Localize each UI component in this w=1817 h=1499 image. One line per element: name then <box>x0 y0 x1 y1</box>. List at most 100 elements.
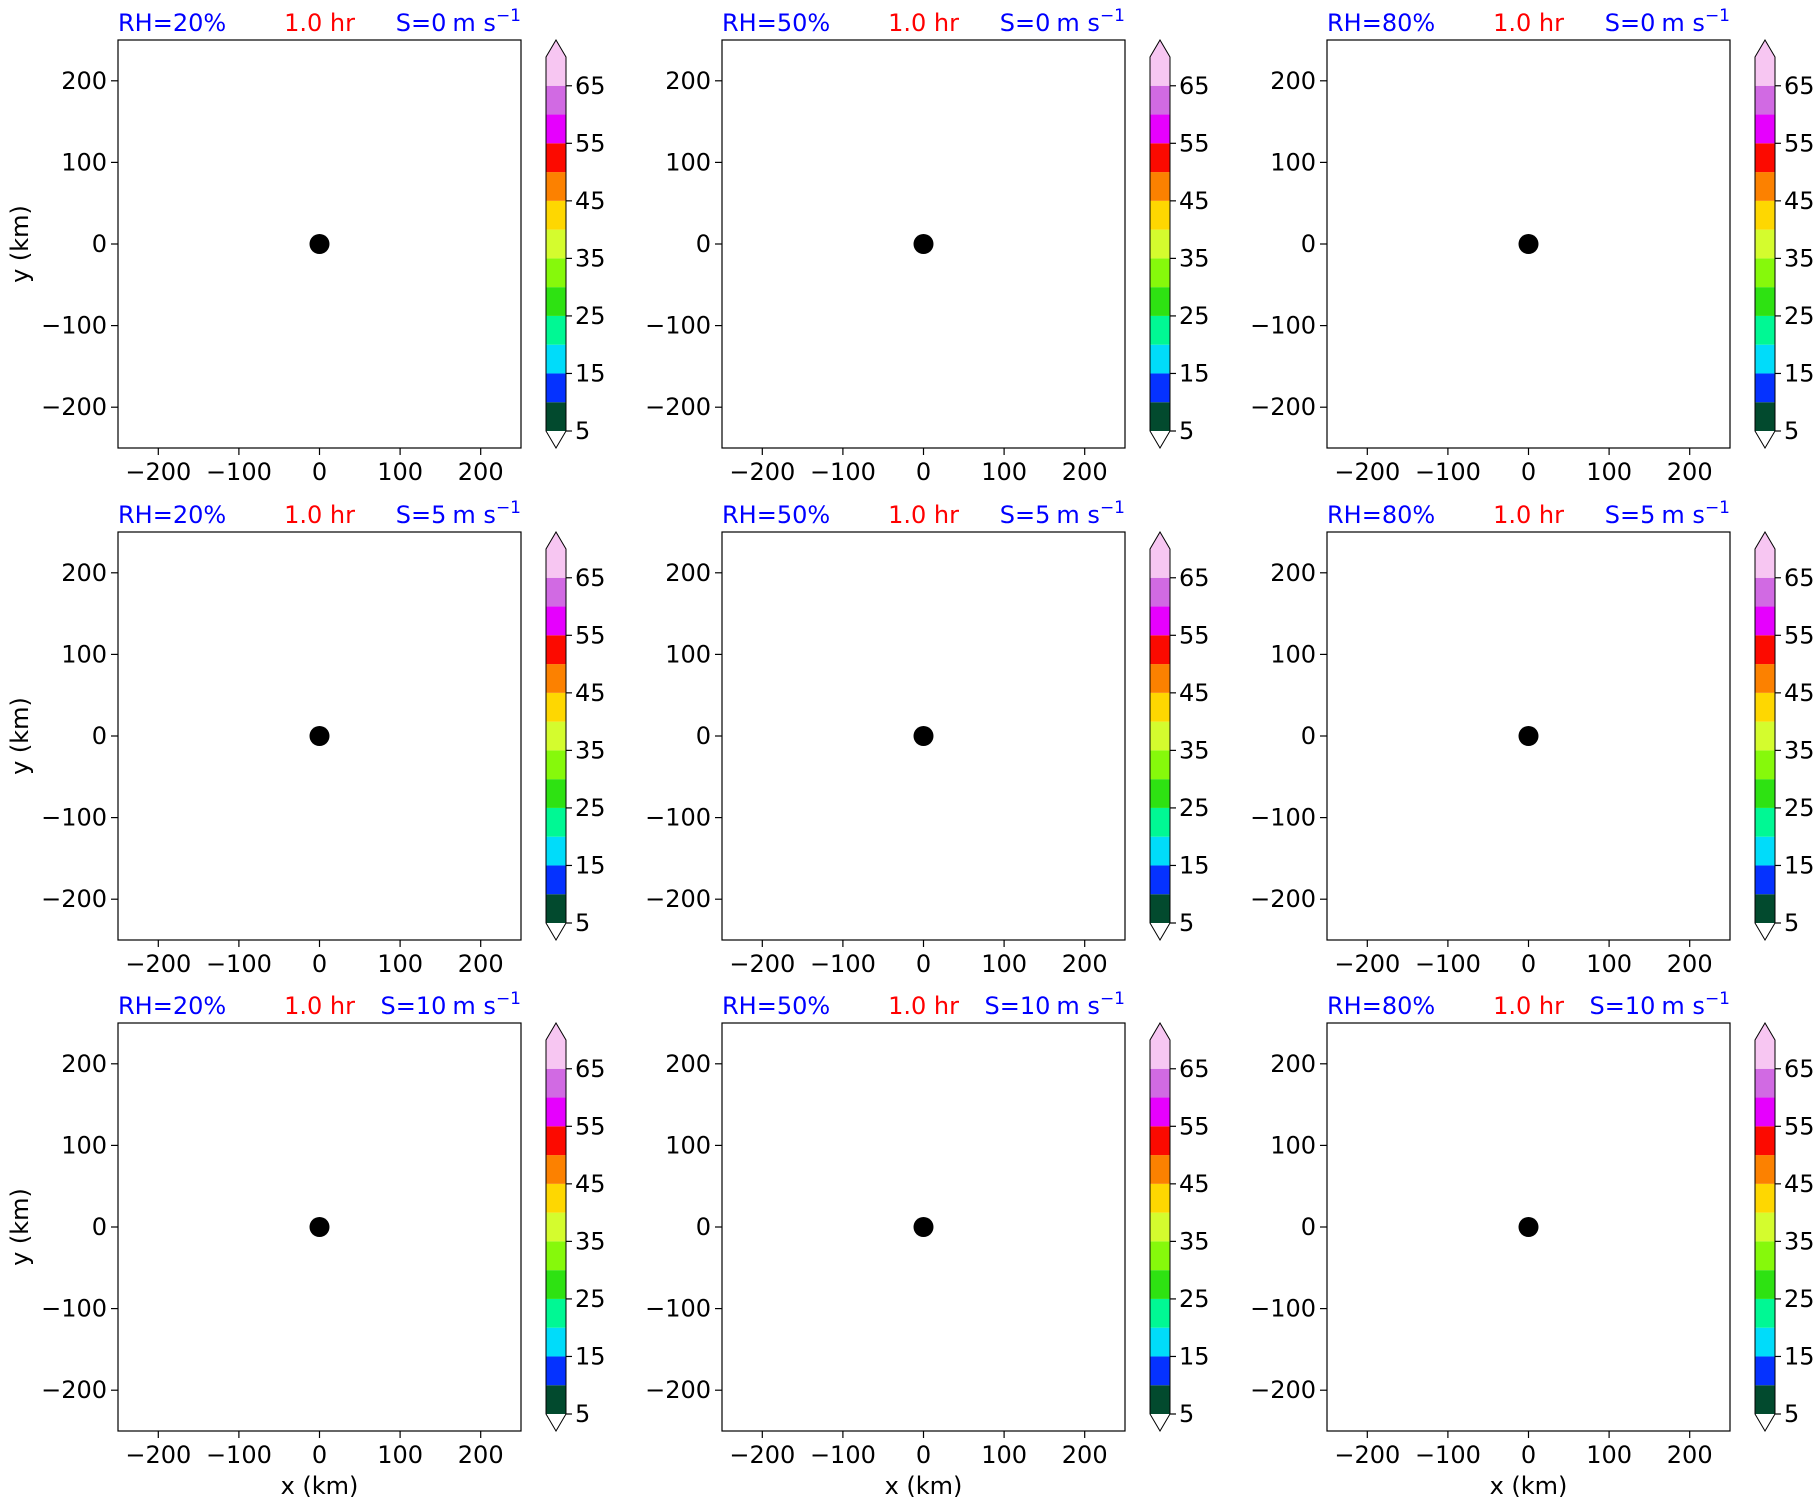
colorbar-tick-label: 5 <box>1179 909 1194 937</box>
colorbar-segment <box>1150 1327 1170 1357</box>
colorbar-tick-label: 45 <box>1179 1170 1210 1198</box>
colorbar-segment <box>1150 1298 1170 1328</box>
colorbar-segment <box>546 894 566 923</box>
shear-prefix: S= <box>1605 501 1640 529</box>
panel-4: −200 −100 0 100 200 −200 −100 0 100 200 RH=20% 1.0 … <box>6 498 606 978</box>
panel-time-label: 1.0 hr <box>284 9 355 37</box>
x-tick-label: 0 <box>916 458 931 486</box>
colorbar-segment <box>1755 549 1775 578</box>
shear-prefix: S= <box>381 992 416 1020</box>
panel-shear-label: S=5 m s−1 <box>396 498 521 529</box>
data-point <box>1518 726 1539 746</box>
colorbar-segment <box>546 1241 566 1271</box>
x-tick-label: −200 <box>729 950 795 978</box>
x-tick-label: 200 <box>1062 950 1108 978</box>
y-tick-label: −100 <box>1250 804 1316 832</box>
y-tick-label: 200 <box>1270 1050 1316 1078</box>
y-axis-label: y (km) <box>6 205 34 283</box>
x-tick-label: 200 <box>458 458 504 486</box>
panel-shear-label: S=10 m s−1 <box>985 989 1125 1020</box>
colorbar-segment <box>1150 1097 1170 1127</box>
colorbar-extend-min <box>1150 431 1170 448</box>
y-tick-label: 100 <box>665 148 711 176</box>
colorbar-tick-label: 35 <box>1179 1227 1210 1255</box>
y-tick-label: 200 <box>61 559 107 587</box>
x-tick-label: −200 <box>125 1441 191 1469</box>
y-tick-label: 100 <box>61 640 107 668</box>
colorbar-tick-label: 5 <box>1784 1400 1799 1428</box>
colorbar-segment <box>546 200 566 230</box>
colorbar-segment <box>1150 635 1170 665</box>
colorbar-tick-label: 25 <box>1179 1285 1210 1313</box>
shear-prefix: S= <box>985 992 1020 1020</box>
colorbar-tick-label: 35 <box>1179 736 1210 764</box>
colorbar-extend-max <box>1755 532 1775 549</box>
colorbar-segment <box>1150 258 1170 288</box>
shear-exponent: −1 <box>496 6 521 26</box>
y-tick-label: −200 <box>41 393 107 421</box>
colorbar-extend-max <box>546 1023 566 1040</box>
colorbar-tick-label: 25 <box>1784 1285 1815 1313</box>
y-tick-label: 0 <box>1301 230 1316 258</box>
x-tick-label: −100 <box>810 458 876 486</box>
colorbar-tick-label: 35 <box>1179 244 1210 272</box>
colorbar-tick-label: 55 <box>575 1112 606 1140</box>
panel-rh-label: RH=20% <box>118 992 226 1020</box>
colorbar-tick-label: 55 <box>1784 129 1815 157</box>
colorbar-segment <box>1755 85 1775 115</box>
colorbar-extend-min <box>1755 1414 1775 1431</box>
x-tick-label: 100 <box>377 458 423 486</box>
colorbar-extend-max <box>546 40 566 57</box>
data-point <box>309 1217 330 1237</box>
panel-time-label: 1.0 hr <box>284 992 355 1020</box>
x-tick-label: −100 <box>206 458 272 486</box>
colorbar-segment <box>1755 1327 1775 1357</box>
shear-value: 0 <box>431 9 446 37</box>
panel-rh-label: RH=80% <box>1327 9 1435 37</box>
colorbar-tick-label: 45 <box>1179 187 1210 215</box>
colorbar-segment <box>546 1356 566 1386</box>
colorbar-segment <box>546 1183 566 1213</box>
colorbar-segment <box>1755 114 1775 144</box>
colorbar-segment <box>1755 577 1775 607</box>
x-tick-label: 100 <box>377 950 423 978</box>
panel-6: −200 −100 0 100 200 −200 −100 0 100 200 RH=80% 1.0 … <box>1250 498 1814 978</box>
colorbar-tick-label: 15 <box>1784 1342 1815 1370</box>
x-tick-label: −100 <box>1415 1441 1481 1469</box>
x-tick-label: 100 <box>1586 950 1632 978</box>
y-tick-label: 0 <box>1301 722 1316 750</box>
x-tick-label: −100 <box>810 1441 876 1469</box>
x-axis-label: x (km) <box>885 1472 963 1499</box>
colorbar-tick-label: 65 <box>1784 564 1815 592</box>
shear-exponent: −1 <box>1100 498 1125 518</box>
colorbar-segment <box>1755 635 1775 665</box>
colorbar-segment <box>1150 1183 1170 1213</box>
panel-shear-label: S=0 m s−1 <box>1000 6 1125 37</box>
colorbar-tick-label: 55 <box>1179 621 1210 649</box>
colorbar-tick-label: 35 <box>1784 736 1815 764</box>
x-tick-label: 0 <box>1521 950 1536 978</box>
x-tick-label: −200 <box>1334 1441 1400 1469</box>
panel-2: −200 −100 0 100 200 −200 −100 0 100 200 RH=50% 1.0 … <box>645 6 1209 486</box>
panel-8: −200 −100 0 100 200 −200 −100 0 100 200 RH=50% 1.0 … <box>645 989 1209 1499</box>
shear-value: 5 <box>431 501 446 529</box>
panel-rh-label: RH=50% <box>722 992 830 1020</box>
colorbar: 5 15 25 35 45 55 65 <box>1149 531 1210 941</box>
panel-shear-label: S=10 m s−1 <box>1590 989 1730 1020</box>
panel-time-label: 1.0 hr <box>1493 9 1564 37</box>
colorbar-segment <box>1755 258 1775 288</box>
colorbar-segment <box>546 143 566 173</box>
y-tick-label: −100 <box>645 1295 711 1323</box>
y-tick-label: 200 <box>1270 67 1316 95</box>
y-tick-label: 100 <box>665 640 711 668</box>
y-tick-label: −200 <box>1250 393 1316 421</box>
y-tick-label: 200 <box>61 67 107 95</box>
colorbar-tick-label: 5 <box>1179 1400 1194 1428</box>
colorbar-segment <box>546 606 566 636</box>
y-tick-label: 200 <box>665 67 711 95</box>
colorbar-segment <box>1755 57 1775 86</box>
colorbar-tick-label: 25 <box>575 302 606 330</box>
colorbar-tick-label: 15 <box>575 1342 606 1370</box>
colorbar-segment <box>1150 402 1170 431</box>
shear-exponent: −1 <box>1705 6 1730 26</box>
